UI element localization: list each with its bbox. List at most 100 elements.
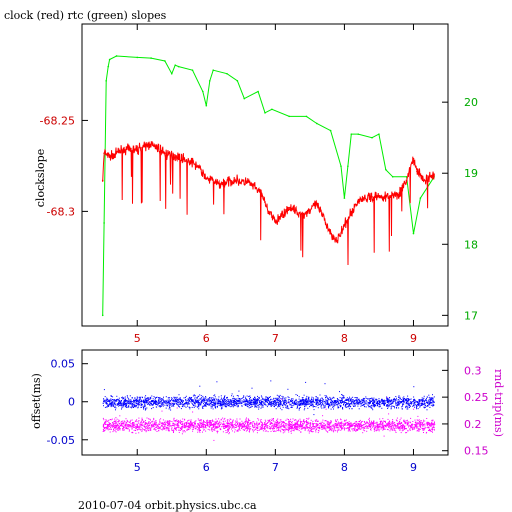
series-offset-point: [257, 406, 259, 408]
series-rndtrip-point: [250, 428, 252, 430]
series-offset-point: [319, 403, 321, 405]
series-rndtrip-point: [262, 425, 263, 427]
series-rndtrip-point: [411, 425, 413, 427]
series-offset-point: [295, 402, 297, 404]
series-offset-point: [377, 402, 379, 404]
series-offset-point: [138, 403, 140, 405]
series-offset-point: [308, 401, 310, 402]
series-rndtrip-point: [296, 423, 298, 425]
series-offset-point: [376, 399, 378, 401]
series-rndtrip-point: [284, 427, 286, 429]
series-rndtrip-point: [220, 419, 222, 421]
series-rndtrip-point: [283, 421, 285, 423]
series-rndtrip-point: [194, 427, 196, 429]
series-offset-point: [301, 397, 303, 399]
series-rndtrip-point: [349, 430, 351, 432]
series-rndtrip-point: [396, 425, 398, 427]
series-rndtrip-point: [284, 429, 285, 431]
series-offset-point: [348, 404, 350, 405]
series-offset-point: [199, 394, 201, 396]
series-rndtrip-point: [171, 421, 173, 422]
series-offset-point: [363, 401, 365, 403]
series-rndtrip-point: [367, 422, 369, 424]
series-rndtrip-point: [300, 431, 302, 433]
series-offset-point: [430, 397, 432, 399]
series-clock-point: [191, 161, 194, 164]
series-offset-point: [106, 400, 108, 402]
series-offset-point: [357, 402, 359, 404]
series-offset-point: [365, 396, 367, 398]
series-offset-point: [224, 396, 225, 398]
series-offset-point: [188, 398, 190, 400]
series-offset-point: [203, 400, 205, 402]
series-rndtrip-point: [219, 425, 221, 427]
series-offset-point: [146, 407, 148, 409]
series-offset-point: [369, 401, 371, 403]
series-rndtrip-point: [284, 431, 286, 433]
series-offset-point: [306, 404, 308, 406]
series-rndtrip-point: [431, 429, 433, 431]
series-rndtrip-point: [267, 427, 269, 429]
series-offset-point: [392, 402, 394, 404]
series-rndtrip-point: [216, 420, 218, 422]
series-rndtrip-point: [330, 428, 331, 430]
series-offset-point: [112, 396, 114, 398]
series-offset-point: [315, 406, 317, 408]
series-rndtrip-point: [239, 418, 241, 420]
series-rndtrip-point: [339, 425, 341, 427]
series-rndtrip-point: [410, 425, 412, 427]
series-rndtrip-point: [234, 427, 236, 428]
series-rndtrip-point: [369, 426, 371, 428]
series-rndtrip-point: [114, 420, 116, 422]
series-offset-point: [307, 398, 309, 400]
series-offset-point: [432, 401, 434, 403]
series-rndtrip-point: [428, 430, 430, 431]
series-rndtrip-point: [196, 426, 198, 427]
series-offset-point: [217, 403, 219, 405]
series-offset-point: [128, 400, 130, 402]
series-rndtrip-point: [324, 425, 326, 427]
series-offset-point: [239, 398, 240, 399]
series-rndtrip-point: [415, 421, 417, 423]
series-offset-point: [189, 397, 191, 399]
series-offset-point: [175, 401, 177, 403]
series-rndtrip-point: [236, 425, 238, 427]
series-offset-point: [407, 399, 409, 401]
series-rndtrip-point: [134, 420, 136, 422]
series-rndtrip-point: [116, 425, 118, 427]
series-rndtrip-point: [277, 422, 279, 424]
series-offset-point: [154, 402, 156, 404]
series-rndtrip-point: [322, 421, 324, 423]
series-rndtrip-point: [154, 427, 156, 429]
series-offset-point: [304, 407, 306, 409]
series-offset-point: [123, 402, 125, 404]
series-rndtrip-point: [370, 422, 372, 424]
series-offset-point: [422, 398, 424, 400]
series-offset-point: [342, 407, 343, 409]
series-rndtrip-point: [116, 418, 118, 420]
series-rndtrip-point: [381, 425, 383, 427]
series-rndtrip-point: [384, 424, 385, 426]
series-offset-point: [277, 399, 278, 401]
series-rndtrip-point: [296, 425, 298, 427]
series-rndtrip-point: [430, 423, 432, 425]
series-offset-point: [396, 399, 398, 401]
series-rtc-point: [202, 90, 204, 93]
series-rndtrip-point: [391, 421, 393, 423]
series-offset-point: [368, 399, 370, 401]
series-offset-point: [417, 403, 419, 405]
series-rndtrip-point: [205, 427, 207, 429]
series-rndtrip-point: [213, 422, 215, 424]
series-offset-point: [205, 403, 206, 405]
series-offset-point: [268, 404, 270, 406]
series-offset-point: [343, 401, 345, 403]
series-offset-point: [279, 407, 281, 409]
series-offset-point: [308, 398, 309, 399]
series-offset-point: [295, 403, 296, 405]
series-rndtrip-point: [366, 430, 368, 432]
series-offset-point: [409, 399, 411, 401]
series-rndtrip-point: [385, 421, 386, 423]
series-rndtrip-point: [319, 426, 321, 428]
series-rndtrip-point: [307, 418, 309, 420]
series-offset-point: [176, 404, 178, 406]
